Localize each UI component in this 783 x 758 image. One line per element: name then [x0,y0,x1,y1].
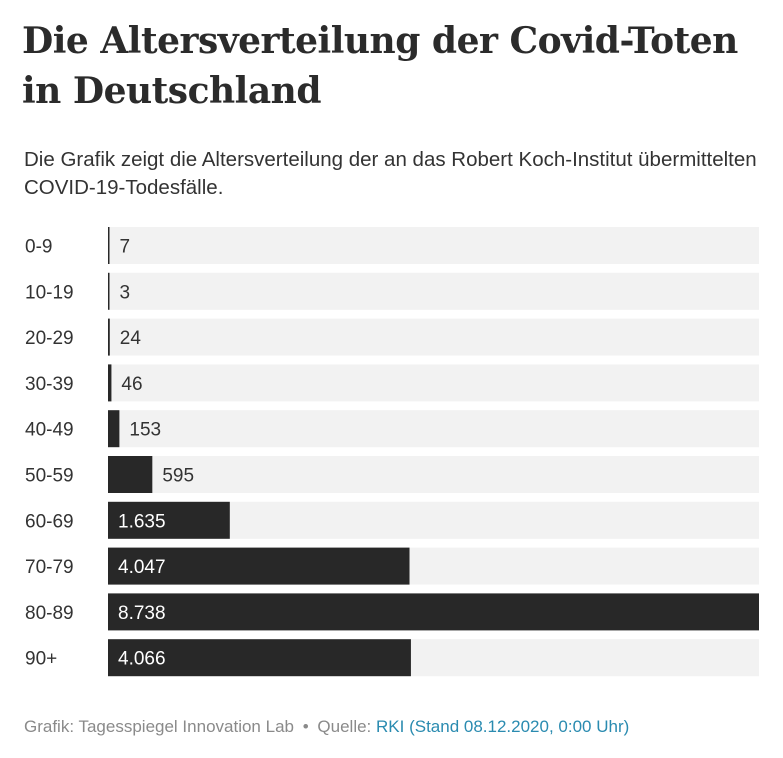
footer-source-link[interactable]: RKI (Stand 08.12.2020, 0:00 Uhr) [376,717,630,736]
bar [108,410,120,448]
value-label: 595 [162,466,194,487]
category-label: 60-69 [25,511,74,532]
bar-track [108,227,759,264]
chart-footer: Grafik: Tagesspiegel Innovation Lab • Qu… [24,716,774,738]
bar-track [108,456,759,493]
value-label: 24 [120,328,142,349]
bars-layer: 0-9 7 10-19 3 20-29 24 30-39 46 40-49 153 50-59 595… [25,227,759,677]
bar-track [108,364,759,402]
category-label: 80-89 [25,603,74,624]
bar [108,547,410,585]
value-label: 4.047 [118,557,166,578]
category-label: 0-9 [25,237,52,258]
value-label: 8.738 [118,603,166,624]
chart-subtitle: Die Grafik zeigt die Altersverteilung de… [24,148,757,199]
bar-track [108,318,759,356]
category-label: 10-19 [25,282,74,303]
value-label: 7 [120,237,131,258]
category-label: 30-39 [25,374,74,395]
category-label: 40-49 [25,420,74,441]
bar [108,456,153,493]
value-label: 46 [121,374,142,395]
bar [108,227,110,264]
value-label: 4.066 [118,649,166,670]
value-label: 1.635 [118,511,166,532]
category-label: 50-59 [25,466,74,487]
value-label: 3 [120,282,131,303]
footer-separator: • [302,717,309,736]
bar [108,639,411,677]
bar [108,272,110,310]
bar [108,364,112,402]
category-label: 70-79 [25,557,74,578]
bar [108,318,110,356]
category-label: 90+ [25,649,57,670]
value-label: 153 [129,420,161,441]
bar-track [108,272,759,310]
bar [108,501,230,539]
bar [108,593,759,631]
bar-track [108,410,759,448]
category-label: 20-29 [25,328,74,349]
chart-title: Die Altersverteilung der Covid-Toten in … [22,20,738,112]
footer-source-label: Quelle: [317,717,372,736]
footer-credit: Grafik: Tagesspiegel Innovation Lab [24,717,294,736]
